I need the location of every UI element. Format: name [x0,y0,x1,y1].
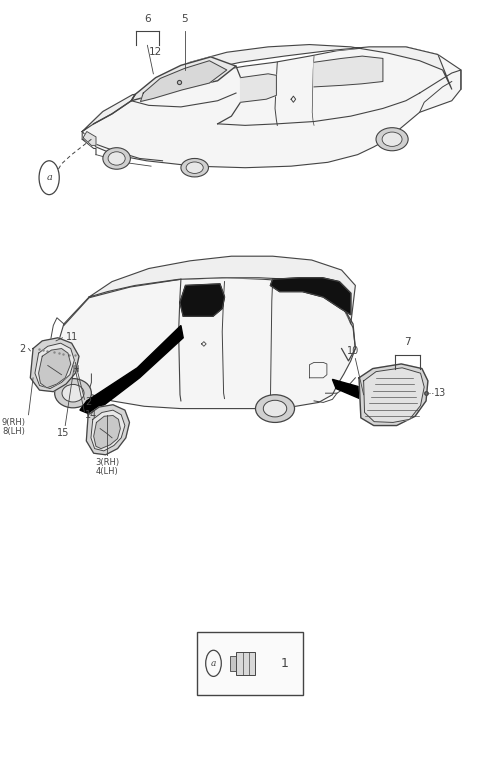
Text: 6: 6 [144,14,151,24]
Bar [229,655,237,671]
Ellipse shape [264,400,287,417]
Ellipse shape [103,148,131,170]
Bar [197,631,302,695]
Ellipse shape [255,395,295,423]
Polygon shape [80,325,183,415]
Ellipse shape [108,152,125,165]
Text: a: a [46,173,52,182]
Ellipse shape [382,132,402,146]
Polygon shape [141,61,227,102]
Text: 2: 2 [20,344,26,354]
Ellipse shape [181,159,208,177]
Bar [237,651,255,675]
Polygon shape [364,368,424,423]
Polygon shape [50,278,355,409]
Polygon shape [38,348,71,388]
Text: 1: 1 [280,657,288,670]
Polygon shape [83,132,96,146]
Text: 9(RH): 9(RH) [2,418,26,427]
Text: 14: 14 [85,409,97,419]
Text: 7: 7 [404,337,410,347]
Polygon shape [314,56,383,87]
Polygon shape [240,74,276,103]
Ellipse shape [376,128,408,151]
Polygon shape [82,95,135,132]
Polygon shape [94,416,120,449]
Text: 8(LH): 8(LH) [3,427,26,436]
Text: 15: 15 [57,428,70,438]
Ellipse shape [55,379,91,408]
Polygon shape [135,45,452,95]
Polygon shape [180,284,225,316]
Bar [73,365,78,371]
Ellipse shape [62,385,84,402]
Polygon shape [89,256,355,324]
Text: 2: 2 [85,397,92,407]
Text: 13: 13 [434,388,446,398]
Polygon shape [35,343,74,389]
Polygon shape [91,410,125,451]
Polygon shape [333,379,406,407]
Text: 3(RH): 3(RH) [96,458,120,467]
Text: 11: 11 [66,332,78,342]
Polygon shape [359,364,428,426]
Text: 4(LH): 4(LH) [96,467,119,476]
Text: 10: 10 [347,346,359,356]
Text: a: a [211,659,216,668]
Polygon shape [270,278,351,315]
Ellipse shape [186,162,203,173]
Polygon shape [132,57,236,101]
Polygon shape [30,338,79,392]
Polygon shape [86,405,130,455]
Polygon shape [82,47,461,168]
Text: 12: 12 [149,47,163,57]
Text: 5: 5 [181,14,188,24]
